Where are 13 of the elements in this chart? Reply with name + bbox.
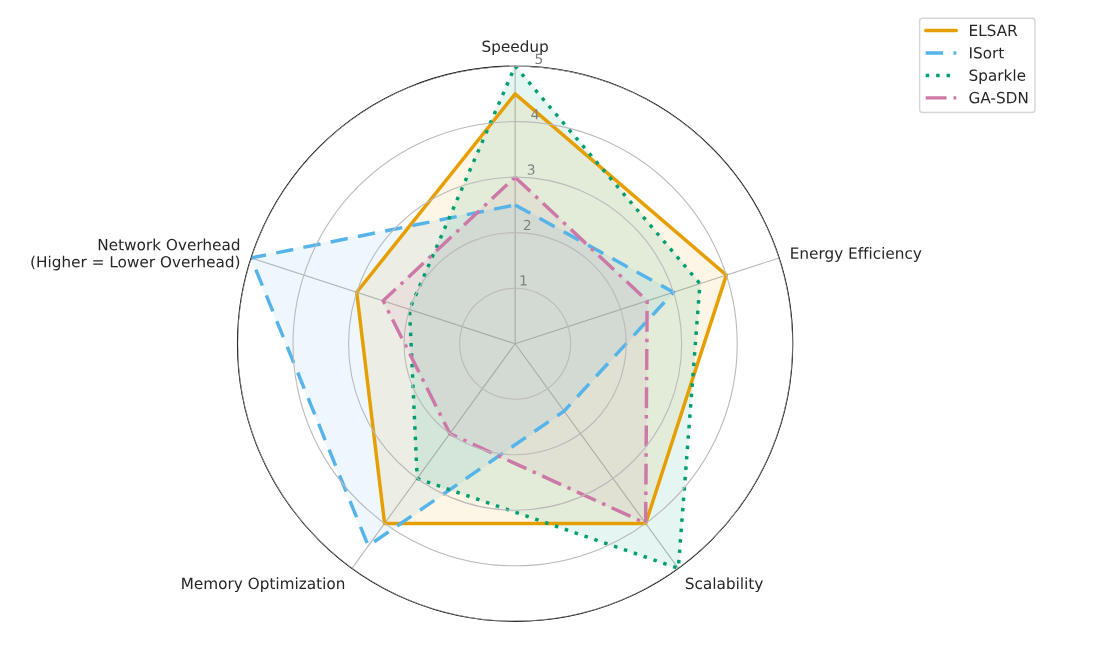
legend-label: ELSAR [970,24,1018,37]
spoke-label: Energy Efficiency [791,247,922,262]
spoke-label: Speedup [482,40,548,55]
y-tick-label: 2 [523,219,531,231]
spoke-label: Memory Optimization [182,577,345,593]
y-tick-label: 1 [520,275,527,286]
y-tick-label: 5 [535,53,543,65]
spoke-label: Scalability [685,577,763,593]
legend-label: GA-SDN [969,91,1028,104]
legend-label: ISort [970,47,1004,59]
legend-label: Sparkle [969,69,1026,84]
y-tick-label: 3 [527,164,535,175]
spoke-label: Network Overhead (Higher = Lower Overhead) [31,238,240,271]
